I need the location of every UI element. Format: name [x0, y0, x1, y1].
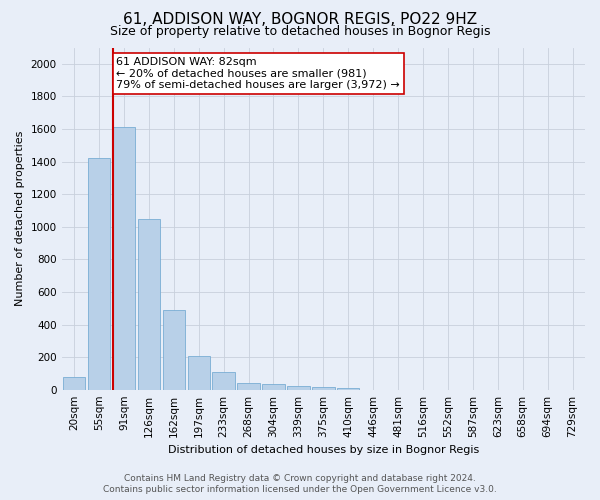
Bar [312, 387, 335, 390]
Bar [88, 158, 110, 390]
Text: 61, ADDISON WAY, BOGNOR REGIS, PO22 9HZ: 61, ADDISON WAY, BOGNOR REGIS, PO22 9HZ [123, 12, 477, 28]
Bar [113, 128, 135, 390]
Bar [137, 218, 160, 390]
Text: Size of property relative to detached houses in Bognor Regis: Size of property relative to detached ho… [110, 25, 490, 38]
Bar [212, 372, 235, 390]
Bar [287, 386, 310, 390]
Text: Contains HM Land Registry data © Crown copyright and database right 2024.
Contai: Contains HM Land Registry data © Crown c… [103, 474, 497, 494]
Bar [337, 388, 359, 390]
X-axis label: Distribution of detached houses by size in Bognor Regis: Distribution of detached houses by size … [168, 445, 479, 455]
Bar [63, 376, 85, 390]
Bar [188, 356, 210, 390]
Bar [163, 310, 185, 390]
Y-axis label: Number of detached properties: Number of detached properties [15, 131, 25, 306]
Bar [262, 384, 285, 390]
Bar [238, 383, 260, 390]
Text: 61 ADDISON WAY: 82sqm
← 20% of detached houses are smaller (981)
79% of semi-det: 61 ADDISON WAY: 82sqm ← 20% of detached … [116, 58, 400, 90]
